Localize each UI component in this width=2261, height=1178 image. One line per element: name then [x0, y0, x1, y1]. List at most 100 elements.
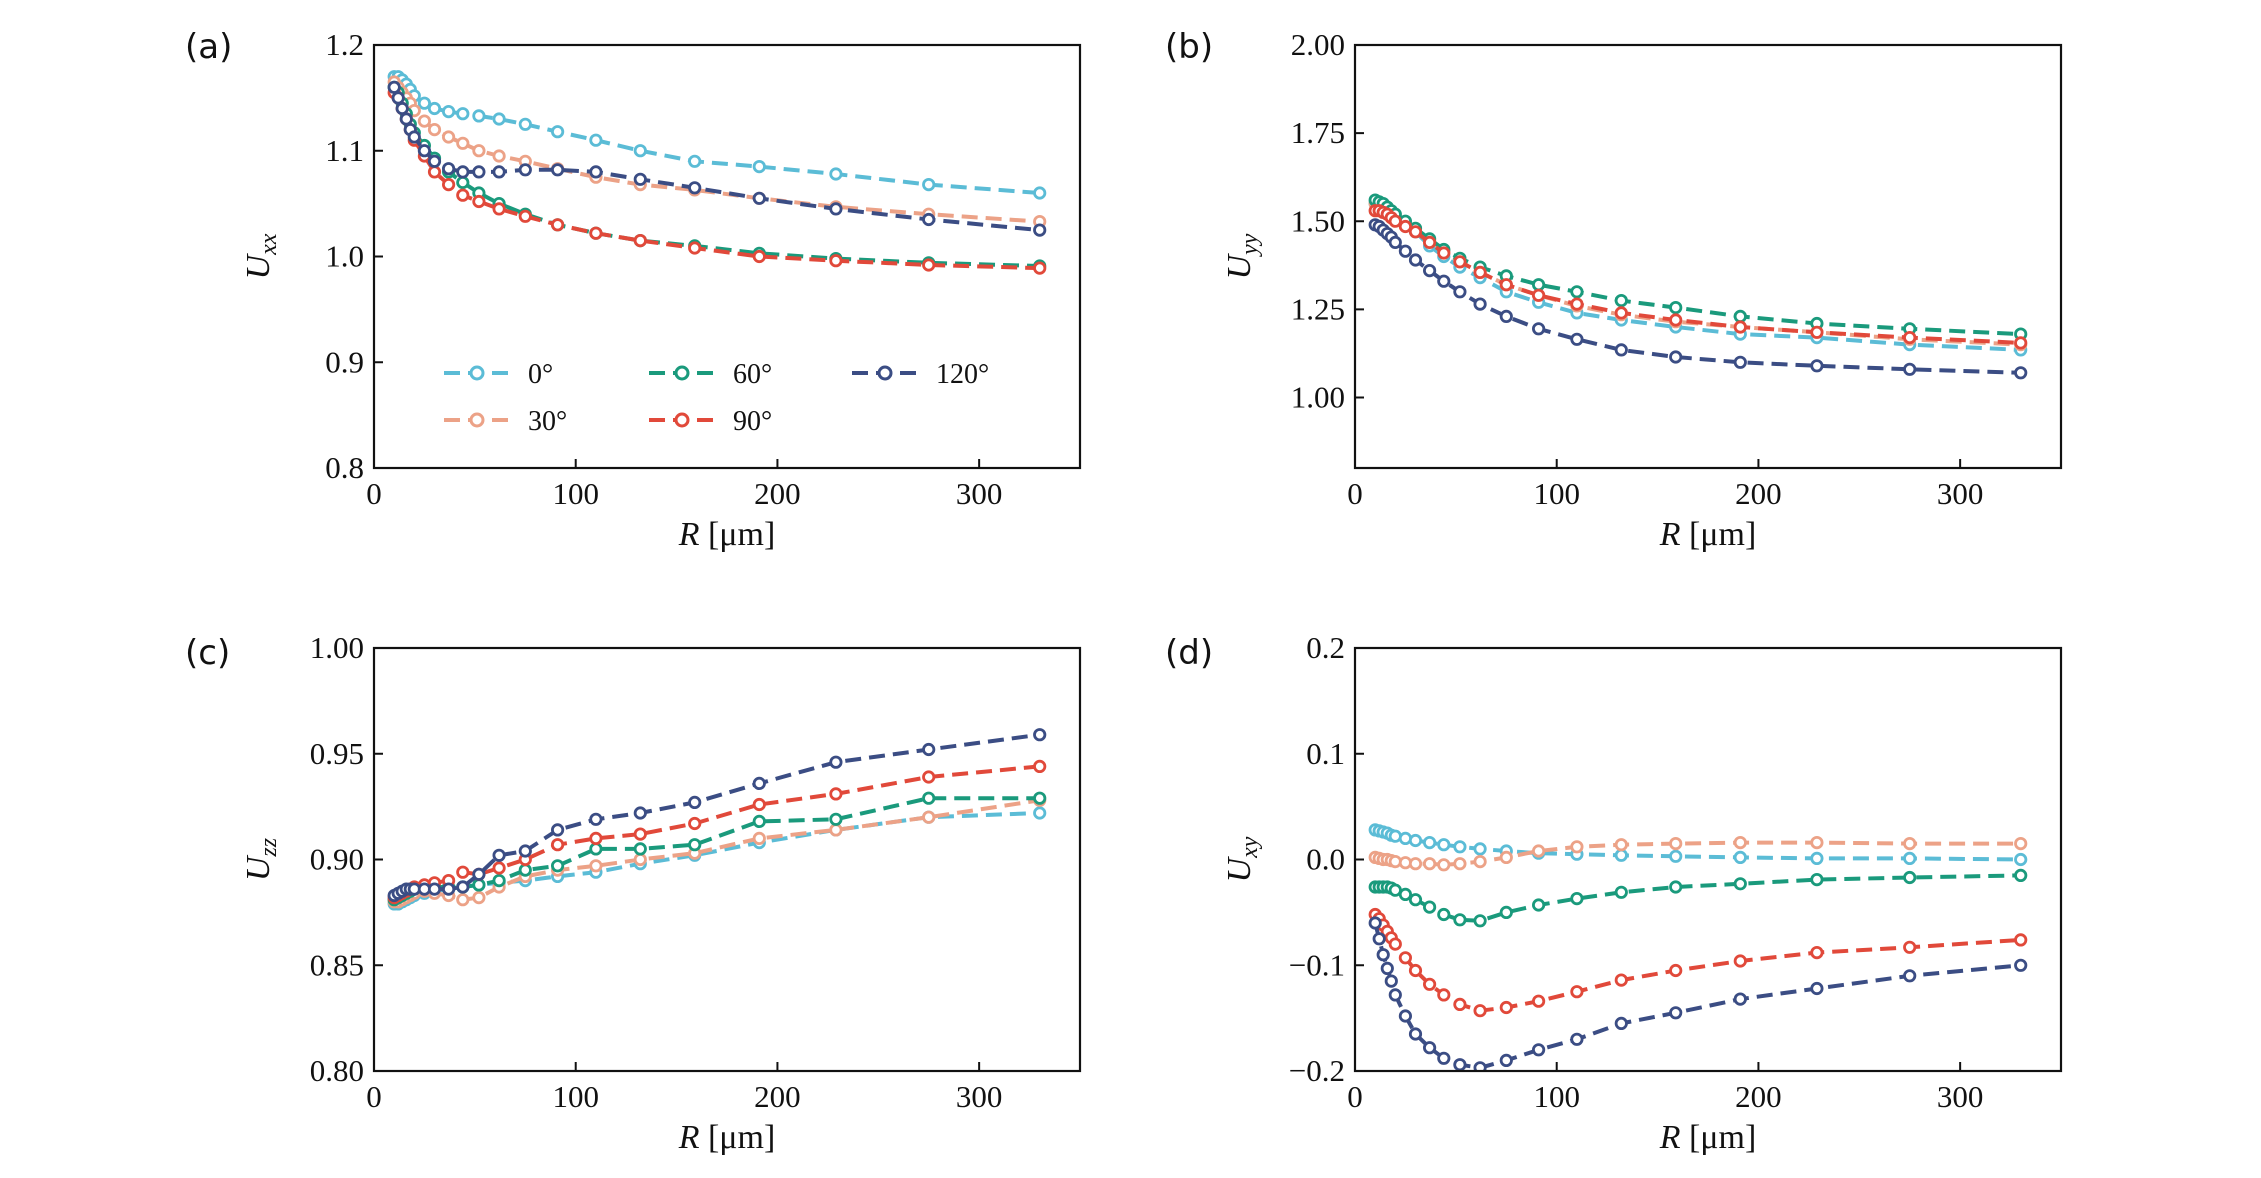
data-point: [922, 212, 936, 227]
data-point: [1570, 840, 1584, 854]
data-point: [456, 188, 470, 202]
data-point: [399, 112, 413, 126]
data-point: [1570, 297, 1584, 311]
data-point: [1733, 835, 1747, 850]
series-group: [387, 70, 1047, 275]
data-point: [2014, 868, 2028, 883]
data-point: [1398, 219, 1413, 234]
data-point: [550, 859, 565, 873]
y-axis-var: U: [1221, 252, 1258, 279]
data-point: [441, 162, 456, 176]
data-point: [688, 154, 702, 168]
legend-item-90: 90°: [649, 406, 772, 437]
x-axis-var: R: [1659, 516, 1681, 553]
data-point: [1453, 285, 1467, 299]
data-point: [752, 249, 766, 264]
legend-marker: [877, 365, 893, 381]
data-point: [472, 194, 486, 209]
data-point: [472, 165, 486, 179]
legend-item-120: 120°: [852, 359, 989, 390]
y-tick-label: 1.25: [1291, 291, 1345, 326]
data-point: [427, 165, 442, 179]
data-point: [752, 797, 766, 812]
data-point: [688, 838, 702, 852]
y-tick-label: 0.1: [1306, 736, 1345, 771]
data-point: [589, 133, 603, 147]
data-point: [1669, 963, 1683, 978]
x-tick-label: 100: [1533, 1079, 1580, 1114]
data-point: [1408, 833, 1423, 848]
data-point: [1499, 905, 1513, 920]
series-group: [1368, 823, 2028, 1071]
data-point: [688, 816, 702, 831]
panel-a: (a) 0 100 200 300 0.8 0.9 1.0 1.1 1.2 R [μm] Uxx 0° 3…: [185, 27, 1082, 553]
data-point: [1669, 880, 1683, 894]
y-tick-label: 0.95: [310, 736, 364, 771]
data-point: [1614, 306, 1628, 320]
data-point: [1437, 838, 1451, 852]
data-point: [427, 101, 442, 116]
data-point: [441, 105, 456, 119]
x-axis-label: R [μm]: [1659, 516, 1757, 553]
data-point: [752, 160, 766, 174]
data-point: [1733, 850, 1747, 865]
data-point: [1473, 1004, 1487, 1018]
data-point: [1408, 893, 1423, 907]
x-tick-label: 200: [1735, 476, 1782, 511]
legend-item-60: 60°: [649, 359, 772, 390]
x-tick-label: 0: [1347, 476, 1363, 511]
data-point: [1570, 285, 1584, 299]
data-point: [492, 165, 506, 179]
data-point: [2014, 958, 2028, 972]
legend-item-30: 30°: [444, 406, 567, 437]
data-point: [1810, 835, 1824, 850]
data-point: [1437, 246, 1451, 260]
x-tick-label: 300: [1937, 476, 1984, 511]
data-point: [492, 149, 506, 163]
data-point: [387, 80, 401, 94]
data-point: [1388, 937, 1402, 951]
data-point: [1570, 332, 1584, 346]
data-point: [688, 181, 702, 195]
data-point: [1398, 1009, 1413, 1023]
data-point: [1499, 850, 1513, 865]
data-point: [589, 226, 603, 240]
data-point: [1033, 261, 1047, 275]
x-tick-label: 300: [956, 476, 1003, 511]
data-point: [1614, 885, 1628, 899]
data-point: [1398, 887, 1413, 902]
y-tick-label: 1.50: [1291, 203, 1345, 238]
data-point: [1453, 857, 1467, 871]
data-point: [1669, 836, 1683, 851]
data-point: [456, 880, 470, 894]
data-point: [1810, 325, 1824, 339]
data-point: [2014, 852, 2028, 867]
data-point: [922, 178, 936, 192]
panel-label: (b): [1165, 27, 1213, 67]
panel-label: (d): [1165, 633, 1213, 673]
data-point: [1408, 253, 1423, 267]
series-group: [1368, 193, 2028, 380]
data-point: [829, 202, 843, 216]
data-point: [1423, 857, 1437, 871]
data-point: [472, 867, 486, 881]
data-point: [1437, 274, 1451, 288]
data-point: [518, 117, 532, 131]
legend: 0° 30° 60° 90° 120°: [444, 359, 989, 437]
y-axis-subscript: yy: [1237, 233, 1263, 257]
data-point: [1532, 322, 1546, 336]
y-axis-var: U: [1221, 855, 1258, 882]
data-point: [829, 823, 843, 837]
panel-d: (d) 0 100 200 300 −0.2 −0.1 0.0 0.1 0.2 R [μm] Uxy: [1165, 630, 2063, 1156]
data-point: [472, 109, 486, 123]
legend-marker: [674, 365, 690, 381]
data-point: [1810, 359, 1824, 373]
data-point: [1033, 728, 1047, 742]
data-point: [1570, 891, 1584, 906]
data-point: [456, 175, 470, 190]
x-tick-label: 0: [366, 1079, 382, 1114]
data-point: [1810, 945, 1824, 960]
data-point: [1423, 1041, 1437, 1055]
data-point: [829, 787, 843, 801]
